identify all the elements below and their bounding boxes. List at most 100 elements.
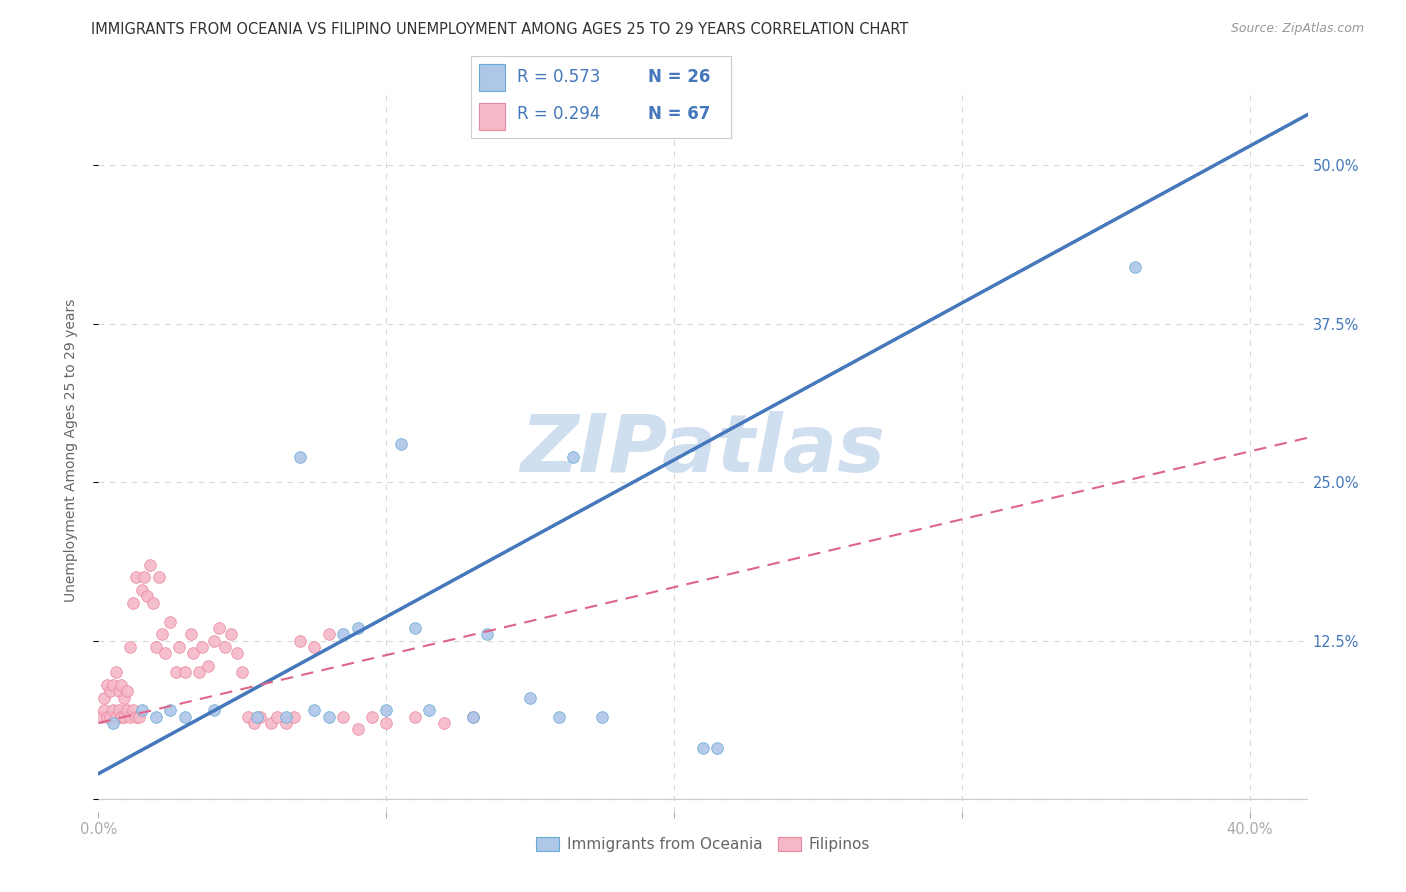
Point bbox=[110, 678, 132, 692]
Point bbox=[136, 589, 159, 603]
Point bbox=[318, 627, 340, 641]
Point bbox=[519, 690, 541, 705]
Point bbox=[692, 741, 714, 756]
Point bbox=[131, 582, 153, 597]
Point bbox=[346, 723, 368, 737]
Point bbox=[93, 703, 115, 717]
Text: ZIPatlas: ZIPatlas bbox=[520, 411, 886, 490]
Point bbox=[562, 450, 585, 464]
Point bbox=[283, 709, 305, 723]
Point bbox=[236, 709, 259, 723]
Point bbox=[706, 741, 728, 756]
Point bbox=[173, 665, 195, 680]
Point bbox=[145, 640, 167, 654]
Point bbox=[112, 709, 135, 723]
Point bbox=[318, 709, 340, 723]
Point bbox=[150, 627, 173, 641]
Point bbox=[191, 640, 214, 654]
Point bbox=[274, 709, 297, 723]
Point bbox=[98, 709, 121, 723]
Point bbox=[115, 684, 138, 698]
Point bbox=[361, 709, 384, 723]
Point bbox=[188, 665, 211, 680]
Point bbox=[104, 709, 127, 723]
Text: N = 67: N = 67 bbox=[648, 104, 710, 122]
Point bbox=[131, 703, 153, 717]
Text: IMMIGRANTS FROM OCEANIA VS FILIPINO UNEMPLOYMENT AMONG AGES 25 TO 29 YEARS CORRE: IMMIGRANTS FROM OCEANIA VS FILIPINO UNEM… bbox=[91, 22, 908, 37]
Point bbox=[332, 709, 354, 723]
Point bbox=[159, 615, 181, 629]
Point bbox=[389, 437, 412, 451]
Point bbox=[120, 640, 142, 654]
Point bbox=[475, 627, 498, 641]
Point bbox=[266, 709, 288, 723]
Point bbox=[101, 703, 124, 717]
Point bbox=[142, 596, 165, 610]
Point bbox=[112, 690, 135, 705]
Point bbox=[202, 633, 225, 648]
Point bbox=[101, 678, 124, 692]
Point bbox=[243, 716, 266, 731]
Point bbox=[202, 703, 225, 717]
Bar bbox=[479, 64, 505, 92]
Text: N = 26: N = 26 bbox=[648, 68, 710, 87]
Point bbox=[1123, 260, 1146, 274]
Point bbox=[197, 659, 219, 673]
Point bbox=[98, 684, 121, 698]
Point bbox=[104, 665, 127, 680]
Point bbox=[461, 709, 484, 723]
Point bbox=[404, 621, 426, 635]
Point bbox=[120, 709, 142, 723]
Point bbox=[110, 709, 132, 723]
Point bbox=[591, 709, 613, 723]
Point bbox=[260, 716, 283, 731]
Text: R = 0.294: R = 0.294 bbox=[516, 104, 600, 122]
Bar bbox=[479, 103, 505, 130]
Point bbox=[125, 709, 148, 723]
Point bbox=[122, 703, 145, 717]
Point bbox=[375, 716, 398, 731]
Point bbox=[288, 633, 311, 648]
Point bbox=[231, 665, 253, 680]
Point bbox=[332, 627, 354, 641]
Point bbox=[96, 678, 118, 692]
Legend: Immigrants from Oceania, Filipinos: Immigrants from Oceania, Filipinos bbox=[530, 830, 876, 858]
Point bbox=[148, 570, 170, 584]
Point bbox=[153, 646, 176, 660]
Point bbox=[208, 621, 231, 635]
Point bbox=[214, 640, 236, 654]
Point bbox=[173, 709, 195, 723]
Point bbox=[139, 558, 162, 572]
Point bbox=[93, 690, 115, 705]
Point bbox=[219, 627, 242, 641]
Text: R = 0.573: R = 0.573 bbox=[516, 68, 600, 87]
Point bbox=[548, 709, 571, 723]
Point bbox=[107, 684, 129, 698]
Point bbox=[304, 703, 326, 717]
Point bbox=[274, 716, 297, 731]
Point bbox=[128, 709, 150, 723]
Point bbox=[288, 450, 311, 464]
Y-axis label: Unemployment Among Ages 25 to 29 years: Unemployment Among Ages 25 to 29 years bbox=[63, 299, 77, 602]
Point bbox=[145, 709, 167, 723]
Point bbox=[304, 640, 326, 654]
Point bbox=[134, 570, 156, 584]
Point bbox=[159, 703, 181, 717]
Point bbox=[404, 709, 426, 723]
Point bbox=[90, 709, 112, 723]
Point bbox=[346, 621, 368, 635]
Point bbox=[433, 716, 456, 731]
Point bbox=[96, 709, 118, 723]
Point bbox=[246, 709, 269, 723]
Text: Source: ZipAtlas.com: Source: ZipAtlas.com bbox=[1230, 22, 1364, 36]
Point bbox=[180, 627, 202, 641]
Point bbox=[101, 716, 124, 731]
Point bbox=[107, 703, 129, 717]
Point bbox=[167, 640, 190, 654]
Point bbox=[418, 703, 440, 717]
Point bbox=[461, 709, 484, 723]
Point bbox=[122, 596, 145, 610]
Point bbox=[125, 570, 148, 584]
Point bbox=[249, 709, 271, 723]
Point bbox=[225, 646, 247, 660]
